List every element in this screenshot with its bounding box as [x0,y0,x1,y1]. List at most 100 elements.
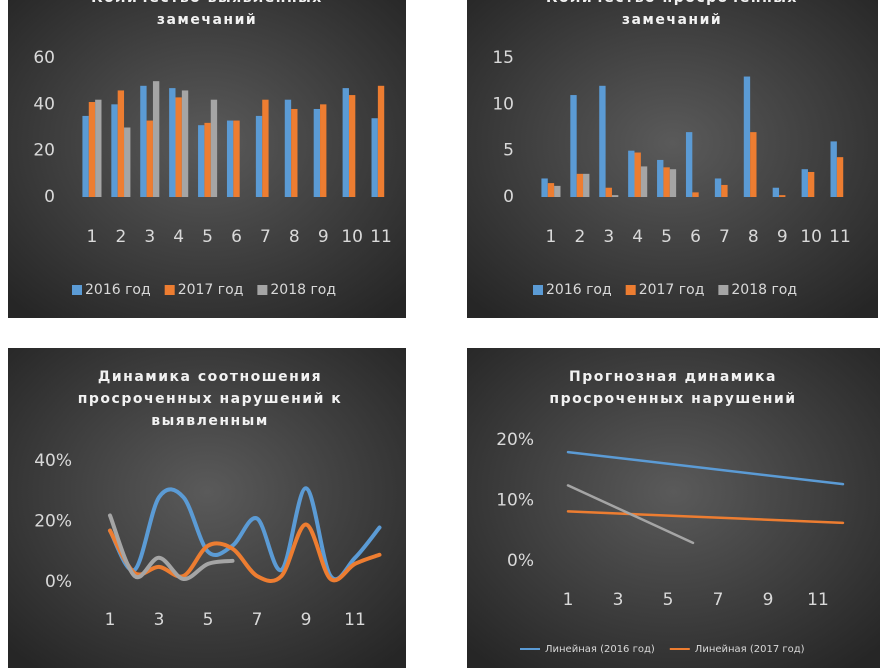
chart: Прогнозная динамика просроченных нарушени… [496,369,845,655]
x-tick-label: 9 [763,590,774,610]
x-tick-label: 3 [154,610,165,630]
bar [181,90,189,197]
panel-background [467,348,880,668]
bar [117,90,125,197]
x-tick-label: 7 [719,227,730,247]
y-tick-label: 20% [496,430,534,450]
x-tick-label: 8 [289,227,300,247]
x-tick-label: 4 [173,227,184,247]
legend-swatch [625,285,636,295]
bar [547,183,555,197]
series-line [566,484,695,545]
bar [628,150,635,197]
bar [554,185,561,197]
bar [721,184,728,197]
bar [348,95,356,197]
bar [570,95,577,197]
chart-title: Динамика соотношения [98,369,322,385]
panel-background [8,348,406,668]
legend-label: Линейная (2016 год) [545,644,655,655]
x-tick-label: 8 [748,227,759,247]
chart: Количество выявленных замечаний 0 20 40 60 123… [33,0,392,298]
bar [284,99,292,197]
x-tick-label: 9 [301,610,312,630]
x-tick-label: 11 [829,227,851,247]
x-tick-label: 10 [341,227,363,247]
series-line [108,522,382,583]
y-tick-label: 10% [496,491,534,511]
bar [146,120,153,197]
bar [663,167,670,197]
bar [140,85,147,197]
y-tick-label: 0% [507,551,534,571]
bar [772,187,780,197]
chart-title: просроченных нарушений [549,391,796,407]
bar [226,120,234,197]
bar [371,118,378,197]
y-tick-label: 40 [33,94,55,114]
bar [714,178,722,197]
x-tick-label: 6 [690,227,701,247]
bar [541,178,548,197]
legend-label: 2018 год [731,282,797,298]
y-tick-label: 40% [34,451,72,471]
legend-label: 2016 год [546,282,612,298]
y-tick-label: 20% [34,512,72,532]
legend-label: 2018 год [270,282,336,298]
x-tick-label: 3 [603,227,614,247]
chart-title: выявленным [151,413,269,429]
bar [605,187,612,197]
series-line [566,450,845,486]
bar [836,157,844,197]
x-tick-label: 4 [632,227,643,247]
bar [830,141,837,197]
legend-swatch [257,285,268,295]
chart: Количество просроченныхзамечаний05101512… [492,0,851,298]
bar [313,108,321,197]
bar [583,173,590,197]
x-tick-label: 1 [105,610,116,630]
chart-title: замечаний [157,12,257,28]
x-tick-label: 1 [87,227,98,247]
bar [657,159,664,197]
bar [685,132,693,197]
chart-title: замечаний [622,12,722,28]
chart-title: просроченных нарушений к [78,391,343,407]
x-tick-label: 11 [807,590,829,610]
bar [82,115,89,197]
series-line [108,513,235,581]
bar [779,195,786,197]
legend-label: 2017 год [639,282,705,298]
bar [750,132,757,197]
y-tick-label: 20 [33,141,55,161]
legend-swatch [718,285,729,295]
x-tick-label: 6 [231,227,242,247]
bar [291,108,298,197]
bar [175,97,182,197]
legend-label: Линейная (2017 год) [695,644,805,655]
bar [88,102,96,197]
bar [320,104,327,197]
x-tick-label: 9 [777,227,788,247]
x-tick-label: 7 [260,227,271,247]
bar [111,104,118,197]
x-tick-label: 3 [144,227,155,247]
bar [692,192,699,197]
bar [204,122,211,197]
bar [634,152,641,197]
chart: Динамика соотношения просроченных нарушен… [34,369,382,630]
bar [669,169,677,197]
bar [255,115,263,197]
chart-title: Прогнозная динамика [569,369,777,385]
x-tick-label: 9 [318,227,329,247]
bar [210,99,218,197]
bar [262,99,269,197]
x-tick-label: 1 [546,227,557,247]
panel-background [467,0,878,318]
x-tick-label: 11 [370,227,392,247]
y-tick-label: 0% [45,572,72,592]
x-tick-label: 7 [713,590,724,610]
y-tick-label: 10 [492,94,514,114]
